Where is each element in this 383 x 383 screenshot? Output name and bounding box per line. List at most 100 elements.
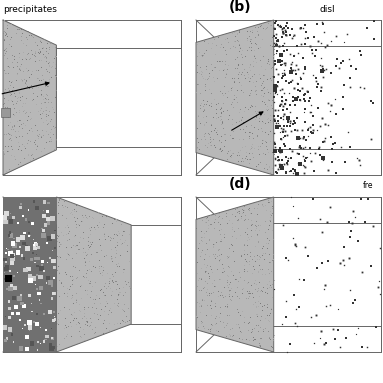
Bar — [40, 343, 41, 344]
Bar — [10, 257, 15, 261]
Bar — [8, 300, 10, 303]
Bar — [21, 328, 23, 329]
Bar — [44, 223, 47, 227]
Bar — [49, 346, 54, 351]
Bar — [8, 327, 12, 332]
Bar — [36, 313, 38, 316]
Bar — [47, 221, 50, 224]
Bar — [50, 282, 52, 285]
Bar — [49, 239, 51, 241]
Bar — [5, 316, 6, 317]
Bar — [8, 286, 13, 291]
Bar — [37, 341, 39, 343]
Polygon shape — [196, 197, 274, 352]
Bar — [40, 327, 41, 328]
Bar — [36, 254, 37, 255]
Bar — [43, 313, 45, 315]
Bar — [28, 232, 30, 234]
Bar — [3, 215, 7, 220]
Bar — [35, 206, 39, 210]
Bar — [46, 210, 49, 213]
Bar — [51, 328, 52, 329]
Bar — [11, 333, 13, 336]
Bar — [36, 288, 38, 290]
Bar — [22, 242, 26, 245]
Text: precipitates: precipitates — [3, 5, 57, 14]
Bar — [13, 341, 15, 342]
Bar — [46, 276, 50, 280]
Bar — [3, 258, 7, 261]
Text: fre: fre — [363, 181, 373, 190]
Bar — [45, 329, 47, 331]
Bar — [41, 264, 43, 266]
Bar — [32, 252, 34, 254]
Bar — [4, 278, 7, 280]
Bar — [48, 280, 53, 285]
Bar — [49, 344, 52, 346]
Bar — [33, 239, 34, 240]
Bar — [18, 246, 21, 248]
Bar — [43, 200, 46, 204]
Polygon shape — [196, 20, 274, 175]
Bar — [4, 272, 5, 273]
Bar — [11, 242, 14, 246]
Text: disl: disl — [320, 5, 336, 14]
Bar — [21, 254, 23, 257]
Text: (d): (d) — [229, 177, 251, 191]
Bar — [38, 291, 41, 295]
Bar — [28, 234, 30, 237]
Bar — [4, 267, 8, 271]
Bar — [34, 262, 36, 263]
Polygon shape — [3, 197, 56, 352]
Bar — [45, 339, 47, 340]
Bar — [36, 265, 39, 267]
Bar — [53, 277, 55, 279]
Bar — [51, 234, 56, 239]
Bar — [17, 296, 21, 301]
Bar — [10, 254, 14, 258]
Bar — [52, 291, 56, 295]
Bar — [25, 246, 30, 250]
Bar — [40, 303, 42, 304]
Bar — [19, 346, 23, 350]
Bar — [35, 242, 38, 246]
Bar — [6, 248, 7, 249]
Bar — [28, 278, 33, 283]
Bar — [28, 267, 29, 269]
Bar — [24, 324, 26, 326]
Bar — [47, 202, 50, 204]
Bar — [12, 296, 16, 300]
Bar — [22, 215, 24, 217]
Bar — [13, 286, 17, 290]
Bar — [39, 266, 44, 271]
Bar — [9, 231, 11, 234]
Bar — [5, 275, 12, 282]
Bar — [3, 325, 7, 330]
Bar — [10, 261, 14, 265]
Bar — [38, 275, 43, 279]
Bar — [28, 274, 32, 278]
Bar — [11, 250, 13, 252]
Bar — [20, 294, 23, 296]
Bar — [22, 304, 26, 308]
Bar — [8, 316, 11, 319]
Bar — [12, 253, 15, 255]
Bar — [46, 242, 47, 244]
Bar — [54, 316, 55, 317]
Bar — [47, 236, 52, 241]
Bar — [36, 246, 37, 247]
Bar — [43, 340, 45, 343]
Bar — [16, 312, 20, 315]
Bar — [53, 265, 56, 269]
Bar — [9, 270, 11, 272]
Bar — [28, 325, 32, 330]
Bar — [11, 312, 14, 315]
Bar — [35, 284, 36, 285]
Bar — [28, 210, 29, 211]
Bar — [25, 218, 27, 221]
Bar — [20, 302, 24, 306]
Polygon shape — [3, 20, 56, 175]
Bar — [25, 347, 29, 351]
Bar — [51, 238, 52, 239]
Bar — [28, 221, 30, 223]
